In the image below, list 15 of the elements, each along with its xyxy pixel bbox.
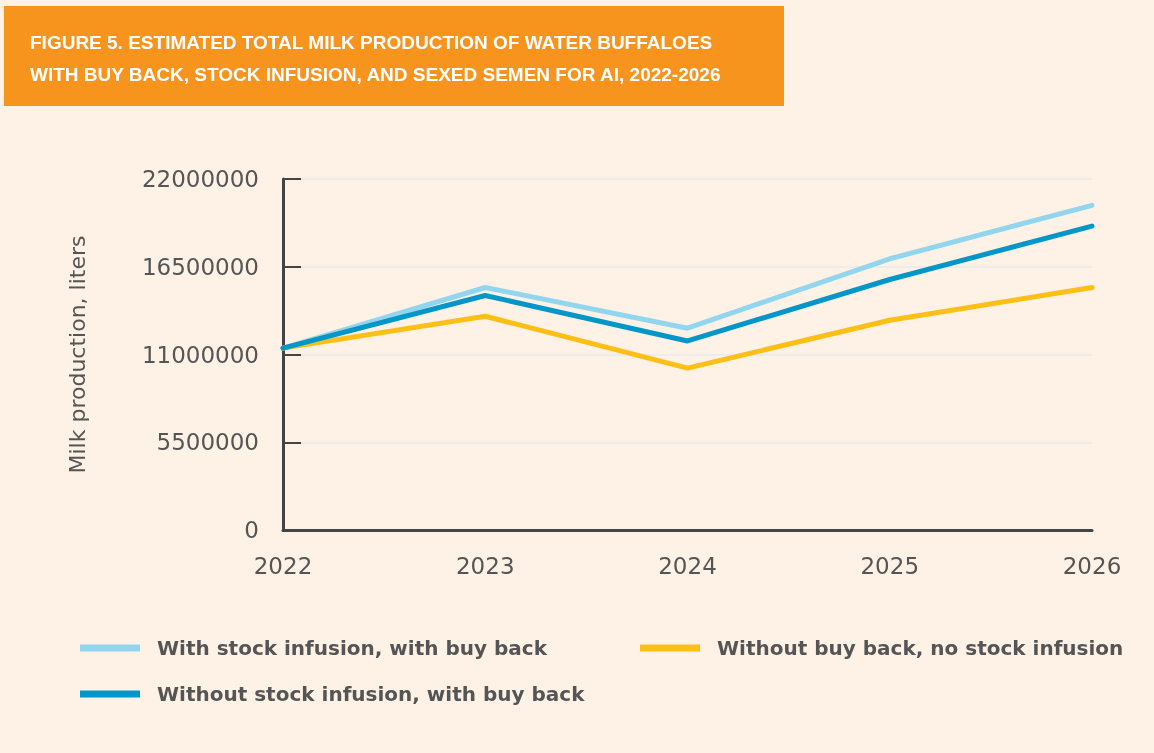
y-tick-label: 16500000: [141, 253, 259, 280]
x-tick-label: 2024: [658, 552, 717, 579]
x-tick-label: 2023: [455, 552, 515, 579]
y-axis-title: Milk production, liters: [64, 235, 90, 474]
legend-label: Without buy back, no stock infusion: [717, 636, 1124, 660]
chart-title: FIGURE 5. ESTIMATED TOTAL MILK PRODUCTION OF WATER BUFFALOES WITH BUY BACK, STOCK INFUSION, AND SEXED SEMEN FOR AI, 2022-2026: [30, 31, 721, 85]
x-tick-label: 2026: [1062, 552, 1122, 579]
x-tick-label: 2025: [860, 552, 920, 579]
legend-label: Without stock infusion, with buy back: [157, 682, 586, 706]
y-tick-label: 11000000: [141, 341, 259, 368]
y-tick-label: 0: [244, 517, 259, 543]
x-tick-label: 2022: [253, 552, 313, 579]
y-tick-label: 5500000: [156, 429, 259, 456]
legend-label: With stock infusion, with buy back: [157, 636, 548, 660]
y-tick-label: 22000000: [141, 166, 259, 192]
